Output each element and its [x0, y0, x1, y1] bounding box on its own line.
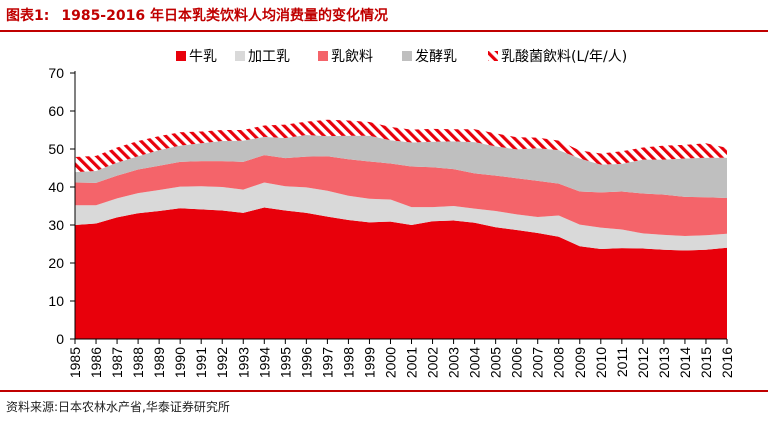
- source-note: 资料来源:日本农林水产省,华泰证券研究所: [6, 400, 230, 414]
- legend-label-processed-milk: 加工乳: [248, 49, 290, 65]
- area-milk-beverage: [75, 155, 727, 237]
- y-tick-label: 20: [48, 255, 64, 271]
- x-tick-label: 1985: [67, 347, 83, 378]
- x-tick-label: 1995: [277, 347, 293, 378]
- area-milk: [75, 207, 727, 339]
- x-tick-label: 2005: [488, 347, 504, 378]
- figure-label: 图表1:: [6, 8, 50, 24]
- area-fermented-milk: [75, 134, 727, 199]
- x-tick-label: 2000: [382, 347, 398, 378]
- x-tick-label: 1996: [298, 347, 314, 378]
- x-tick-label: 1988: [130, 347, 146, 378]
- x-tick-label: 2006: [509, 347, 525, 378]
- axes: 0 10 20 30 40 50 60 70 1985 1986 1987 1988 1989 1990 1…: [48, 65, 735, 378]
- x-tick-label: 2002: [425, 347, 441, 378]
- x-tick-label: 2008: [551, 347, 567, 378]
- y-tick-label: 70: [48, 65, 64, 81]
- legend-label-milk-beverage: 乳飲料: [331, 49, 373, 65]
- x-tick-label: 1991: [193, 347, 209, 378]
- y-tick-label: 50: [48, 141, 64, 157]
- x-tick-label: 1993: [235, 347, 251, 378]
- x-tick-label: 1987: [109, 347, 125, 378]
- x-tick-label: 2011: [614, 347, 630, 377]
- y-tick-label: 10: [48, 293, 64, 309]
- y-tick-label: 60: [48, 103, 64, 119]
- legend-swatch-milk-beverage: [318, 51, 328, 61]
- x-tick-label: 1994: [256, 347, 272, 378]
- x-tick-label: 2010: [593, 347, 609, 378]
- x-tick-label: 2013: [656, 347, 672, 378]
- x-tick-label: 2015: [698, 347, 714, 378]
- x-tick-label: 2012: [635, 347, 651, 378]
- y-tick-label: 30: [48, 217, 64, 233]
- area-lactic-beverage: [75, 119, 727, 173]
- x-tick-label: 1997: [319, 347, 335, 378]
- title-divider: [0, 30, 768, 32]
- area-layers: [75, 119, 727, 339]
- x-tick-label: 2004: [467, 347, 483, 378]
- y-tick-label: 0: [56, 331, 64, 347]
- figure-title: 1985-2016 年日本乳类饮料人均消费量的变化情况: [61, 8, 388, 24]
- legend: 牛乳 加工乳 乳飲料 发酵乳 乳酸菌飲料(L/年/人): [176, 49, 627, 65]
- x-tick-label: 1999: [361, 347, 377, 378]
- legend-swatch-processed-milk: [235, 51, 245, 61]
- y-tick-label: 40: [48, 179, 64, 195]
- area-processed-milk: [75, 182, 727, 251]
- x-tick-label: 2009: [572, 347, 588, 378]
- stacked-area-chart: 0 10 20 30 40 50 60 70 1985 1986 1987 1988 1989 1990 1…: [48, 49, 735, 378]
- x-tick-label: 2014: [677, 347, 693, 378]
- legend-label-fermented-milk: 发酵乳: [415, 49, 457, 65]
- x-tick-label: 1989: [151, 347, 167, 378]
- chart-title: 图表1: 1985-2016 年日本乳类饮料人均消费量的变化情况: [6, 5, 388, 25]
- legend-label-milk: 牛乳: [189, 49, 217, 65]
- legend-swatch-milk: [176, 51, 186, 61]
- x-tick-label: 1990: [172, 347, 188, 378]
- legend-label-lactic-beverage: 乳酸菌飲料(L/年/人): [501, 49, 627, 65]
- footer-divider: [0, 390, 768, 392]
- legend-swatch-lactic-beverage: [488, 51, 498, 61]
- x-tick-label: 2007: [530, 347, 546, 378]
- x-tick-label: 1986: [88, 347, 104, 378]
- x-tick-label: 2016: [719, 347, 735, 378]
- x-tick-label: 1992: [214, 347, 230, 378]
- x-tick-label: 2003: [446, 347, 462, 378]
- x-tick-label: 2001: [404, 347, 420, 378]
- x-tick-label: 1998: [340, 347, 356, 378]
- legend-swatch-fermented-milk: [402, 51, 412, 61]
